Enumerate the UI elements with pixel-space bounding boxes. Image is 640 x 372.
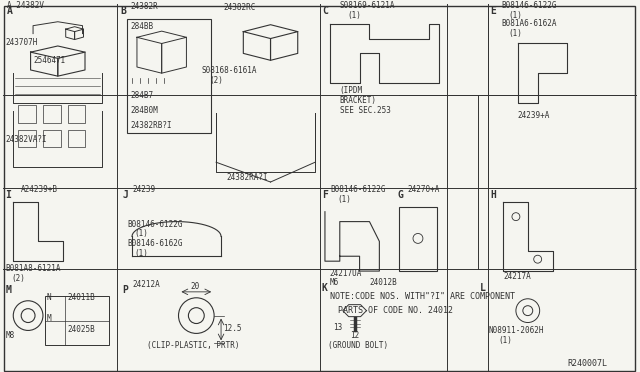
Text: (CLIP-PLASTIC, PRTR): (CLIP-PLASTIC, PRTR) bbox=[147, 341, 239, 350]
Text: 24382RC: 24382RC bbox=[223, 3, 255, 12]
Text: (1): (1) bbox=[348, 11, 362, 20]
Bar bbox=[68, 129, 86, 147]
Text: (1): (1) bbox=[508, 11, 522, 20]
Text: 284B7: 284B7 bbox=[130, 91, 153, 100]
Text: 24212A: 24212A bbox=[132, 280, 160, 289]
Text: F: F bbox=[322, 190, 328, 200]
Text: NOTE:CODE NOS. WITH"?I" ARE COMPONENT: NOTE:CODE NOS. WITH"?I" ARE COMPONENT bbox=[330, 292, 515, 301]
Text: (GROUND BOLT): (GROUND BOLT) bbox=[328, 341, 388, 350]
Text: J: J bbox=[122, 190, 128, 200]
Text: A24239+B: A24239+B bbox=[21, 185, 58, 194]
Text: C: C bbox=[322, 6, 328, 16]
Text: A: A bbox=[7, 6, 13, 16]
Bar bbox=[127, 19, 211, 132]
Text: 24217UA: 24217UA bbox=[330, 269, 362, 278]
Bar bbox=[399, 207, 436, 271]
Text: H: H bbox=[490, 190, 496, 200]
Text: 20: 20 bbox=[190, 282, 200, 291]
Text: SEE SEC.253: SEE SEC.253 bbox=[340, 106, 390, 115]
Text: 284BB: 284BB bbox=[130, 22, 153, 31]
Bar bbox=[68, 105, 86, 123]
Text: M6: M6 bbox=[330, 278, 339, 287]
Text: 24011B: 24011B bbox=[68, 293, 95, 302]
Text: B08146-6122G: B08146-6122G bbox=[330, 185, 385, 194]
Text: (1): (1) bbox=[134, 249, 148, 258]
Text: B08146-6162G: B08146-6162G bbox=[127, 239, 182, 248]
Bar bbox=[43, 129, 61, 147]
Text: G: G bbox=[397, 190, 403, 200]
Text: 12: 12 bbox=[349, 331, 359, 340]
Text: 13: 13 bbox=[333, 323, 342, 333]
Text: (IPDM: (IPDM bbox=[340, 86, 363, 95]
Text: S08169-6121A: S08169-6121A bbox=[340, 1, 396, 10]
Text: (1): (1) bbox=[508, 29, 522, 38]
Text: B081A8-6121A: B081A8-6121A bbox=[5, 264, 61, 273]
Text: L: L bbox=[480, 283, 486, 293]
Text: M8: M8 bbox=[5, 331, 15, 340]
Text: (2): (2) bbox=[12, 274, 25, 283]
Text: 243707H: 243707H bbox=[5, 38, 38, 48]
Text: K: K bbox=[322, 283, 328, 293]
Text: I: I bbox=[5, 190, 12, 200]
Text: (1): (1) bbox=[498, 336, 512, 345]
Text: 24270+A: 24270+A bbox=[407, 185, 440, 194]
Text: 24025B: 24025B bbox=[68, 326, 95, 334]
Text: B: B bbox=[120, 6, 126, 16]
Text: 24239+A: 24239+A bbox=[518, 111, 550, 120]
Text: 24382VA?I: 24382VA?I bbox=[5, 135, 47, 144]
Text: (2): (2) bbox=[209, 76, 223, 85]
Text: P: P bbox=[122, 285, 128, 295]
Text: A 24382V: A 24382V bbox=[7, 1, 44, 10]
Bar bbox=[18, 105, 36, 123]
Text: B081A6-6162A: B081A6-6162A bbox=[501, 19, 557, 28]
Text: B08146-6122G: B08146-6122G bbox=[501, 1, 557, 10]
Text: 284B0M: 284B0M bbox=[130, 106, 158, 115]
Text: 24239: 24239 bbox=[132, 185, 155, 194]
Text: 24382R: 24382R bbox=[130, 2, 158, 11]
Text: M: M bbox=[5, 285, 12, 295]
Bar bbox=[43, 105, 61, 123]
Text: S08168-6161A: S08168-6161A bbox=[201, 66, 257, 75]
Text: (1): (1) bbox=[338, 195, 352, 204]
Text: 24382RA?I: 24382RA?I bbox=[226, 173, 268, 182]
Text: B08146-6122G: B08146-6122G bbox=[127, 219, 182, 228]
Text: E: E bbox=[490, 6, 496, 16]
Text: 24012B: 24012B bbox=[369, 278, 397, 287]
Text: 24382RB?I: 24382RB?I bbox=[130, 121, 172, 129]
Bar bbox=[45, 296, 109, 345]
Text: N: N bbox=[47, 293, 52, 302]
Text: R240007L: R240007L bbox=[568, 359, 607, 368]
Text: N08911-2062H: N08911-2062H bbox=[488, 326, 544, 336]
Text: (1): (1) bbox=[134, 230, 148, 238]
Text: PARTS OF CODE NO. 24012: PARTS OF CODE NO. 24012 bbox=[338, 306, 453, 315]
Text: M: M bbox=[47, 314, 52, 323]
Text: 254647I: 254647I bbox=[33, 56, 65, 65]
Bar bbox=[18, 129, 36, 147]
Text: 12.5: 12.5 bbox=[223, 324, 241, 333]
Text: BRACKET): BRACKET) bbox=[340, 96, 377, 105]
Text: 24217A: 24217A bbox=[503, 272, 531, 281]
